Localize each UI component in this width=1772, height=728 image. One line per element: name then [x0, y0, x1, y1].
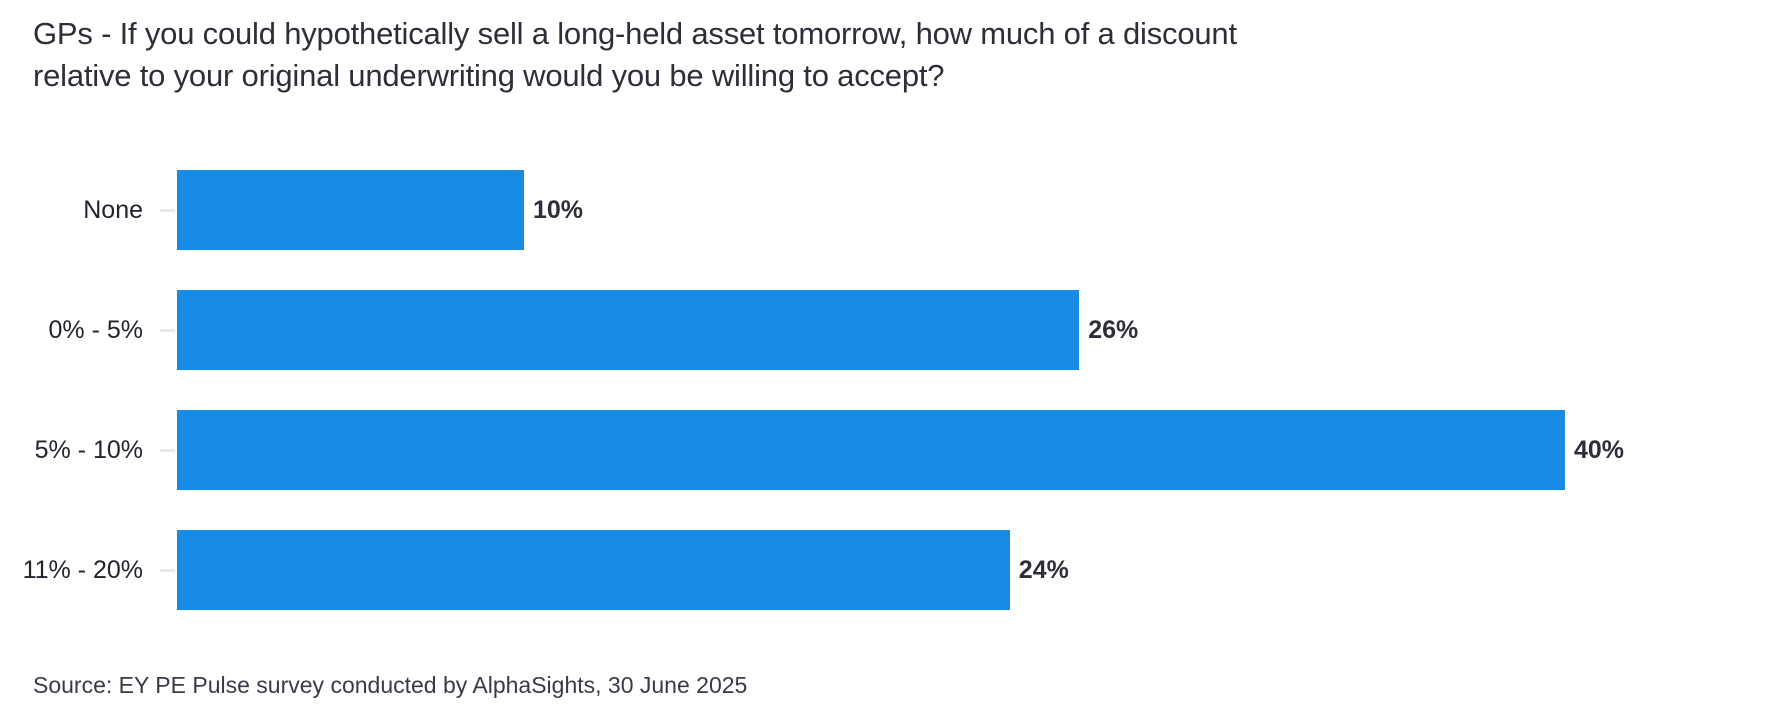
axis-tick	[160, 568, 175, 572]
bar-track: 24%	[177, 510, 1772, 630]
value-label: 40%	[1574, 435, 1625, 464]
value-label: 10%	[533, 195, 584, 224]
bar-track: 26%	[177, 270, 1772, 390]
bar	[177, 170, 524, 250]
axis-tick	[160, 208, 175, 212]
bar-chart: None 10% 0% - 5% 26% 5% - 10% 40% 11% - 20% 24%	[0, 150, 1772, 630]
category-label: 5% - 10%	[34, 435, 143, 464]
bar-row: 0% - 5% 26%	[0, 270, 1772, 390]
category-label: 11% - 20%	[22, 555, 143, 584]
category-label: None	[83, 195, 143, 224]
bar	[177, 410, 1565, 490]
bar-track: 40%	[177, 390, 1772, 510]
axis-tick	[160, 328, 175, 332]
chart-title-line-2: relative to your original underwriting w…	[33, 58, 945, 93]
chart-title: GPs - If you could hypothetically sell a…	[33, 13, 1533, 97]
source-note: Source: EY PE Pulse survey conducted by …	[33, 672, 748, 698]
bar-track: 10%	[177, 150, 1772, 270]
value-label: 26%	[1088, 315, 1139, 344]
value-label: 24%	[1018, 555, 1069, 584]
chart-title-line-1: GPs - If you could hypothetically sell a…	[33, 16, 1237, 51]
bar	[177, 530, 1010, 610]
bar-row: 11% - 20% 24%	[0, 510, 1772, 630]
category-label: 0% - 5%	[48, 315, 143, 344]
bar-row: 5% - 10% 40%	[0, 390, 1772, 510]
bar-row: None 10%	[0, 150, 1772, 270]
bar	[177, 290, 1080, 370]
axis-tick	[160, 448, 175, 452]
